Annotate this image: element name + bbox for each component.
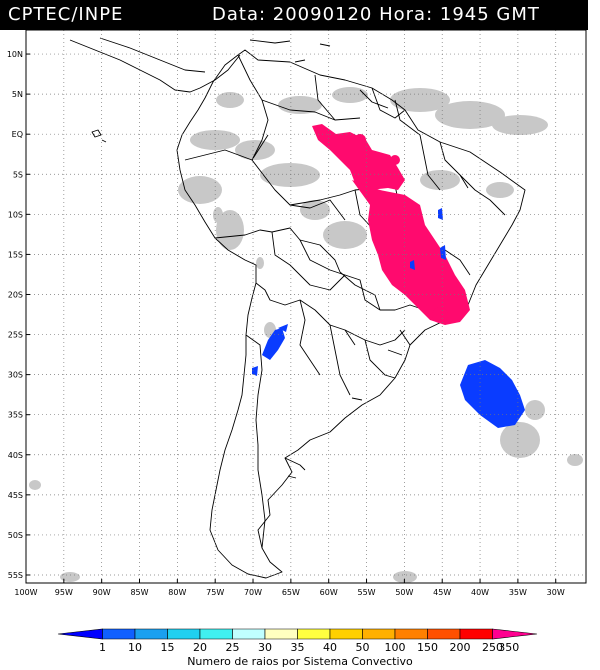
lat-tick-label: 20S — [8, 290, 23, 299]
colorbar-swatch — [102, 628, 136, 640]
colorbar-swatch — [297, 628, 331, 640]
map-frame — [25, 29, 587, 584]
cloud-cover-layer — [29, 87, 583, 583]
lon-tick-label: 70W — [244, 588, 262, 597]
lon-tick-label: 45W — [433, 588, 451, 597]
latitude-axis: 10N 5N EQ 5S 10S 15S 20S 25S 30S 35S 40S 45S 50S 55S — [7, 50, 30, 580]
date-time-label: Data: 20090120 Hora: 1945 GMT — [212, 4, 540, 25]
colorbar-swatch — [134, 628, 168, 640]
lon-tick-label: 75W — [206, 588, 224, 597]
lat-tick-label: 5N — [12, 90, 23, 99]
lat-tick-label: 10N — [7, 50, 23, 59]
colorbar-label: 15 — [161, 641, 175, 654]
longitude-axis: 100W 95W 90W 85W 80W 75W 70W 65W 60W 55W 50W 45W 40W… — [14, 579, 565, 597]
lon-tick-label: 100W — [14, 588, 37, 597]
lon-tick-label: 60W — [320, 588, 338, 597]
colorbar-swatch — [329, 628, 363, 640]
colorbar-swatch — [57, 628, 103, 640]
colorbar-label: 40 — [323, 641, 337, 654]
lat-tick-label: EQ — [12, 130, 23, 139]
colorbar-swatch — [232, 628, 266, 640]
lon-tick-label: 40W — [471, 588, 489, 597]
lat-tick-label: 15S — [8, 250, 23, 259]
colorbar-swatch — [199, 628, 233, 640]
colorbar-caption: Numero de raios por Sistema Convectivo — [187, 655, 413, 668]
lat-tick-label: 50S — [8, 531, 23, 540]
lon-tick-label: 95W — [55, 588, 73, 597]
colorbar-label: 10 — [128, 641, 142, 654]
lat-tick-label: 10S — [8, 210, 23, 219]
colorbar-label: 250 — [482, 641, 503, 654]
lightning-low-layer — [252, 208, 525, 428]
lon-tick-label: 50W — [395, 588, 413, 597]
graticule-grid — [26, 30, 586, 583]
lat-tick-label: 45S — [8, 491, 23, 500]
colorbar-label: 50 — [356, 641, 370, 654]
colorbar-swatch — [167, 628, 201, 640]
lon-tick-label: 55W — [357, 588, 375, 597]
colorbar-swatch — [492, 628, 538, 640]
colorbar-label: 1 — [99, 641, 106, 654]
colorbar-label: 150 — [417, 641, 438, 654]
colorbar-label: 350 — [498, 641, 519, 654]
lon-tick-label: 30W — [547, 588, 565, 597]
colorbar-label: 100 — [385, 641, 406, 654]
lon-tick-label: 65W — [282, 588, 300, 597]
lat-tick-label: 30S — [8, 371, 23, 380]
colorbar-swatch — [264, 628, 298, 640]
lon-tick-label: 35W — [509, 588, 527, 597]
lon-tick-label: 85W — [130, 588, 148, 597]
colorbar-label: 200 — [450, 641, 471, 654]
colorbar-swatch — [459, 628, 493, 640]
colorbar-label: 20 — [193, 641, 207, 654]
colorbar-label: 35 — [291, 641, 305, 654]
lon-tick-label: 80W — [168, 588, 186, 597]
colorbar-swatch — [394, 628, 428, 640]
colorbar-swatch — [427, 628, 461, 640]
colorbar-swatch — [362, 628, 396, 640]
lat-tick-label: 5S — [13, 170, 23, 179]
colorbar-label: 30 — [258, 641, 272, 654]
lat-tick-label: 25S — [8, 331, 23, 340]
lat-tick-label: 40S — [8, 451, 23, 460]
lon-tick-label: 90W — [93, 588, 111, 597]
source-label: CPTEC/INPE — [8, 4, 124, 25]
lat-tick-label: 35S — [8, 411, 23, 420]
lat-tick-label: 55S — [8, 571, 23, 580]
colorbar-label: 25 — [226, 641, 240, 654]
title-bar: CPTEC/INPE Data: 20090120 Hora: 1945 GMT — [0, 0, 588, 30]
